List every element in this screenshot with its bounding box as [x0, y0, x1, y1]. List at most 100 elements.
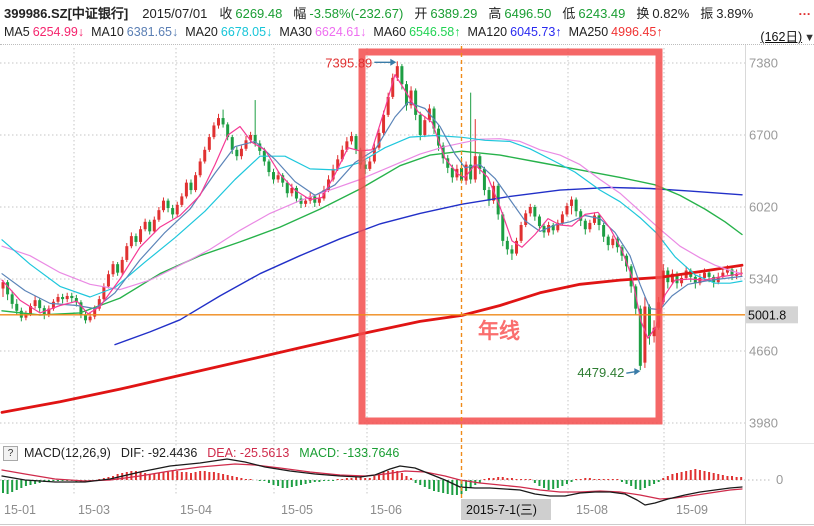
- low-arrow-head: [634, 368, 641, 376]
- candle-body: [194, 175, 198, 191]
- candle-body: [267, 161, 271, 173]
- peak-arrow-head: [390, 58, 397, 66]
- y-tick-label: 7380: [749, 56, 778, 71]
- candle-body: [139, 229, 143, 242]
- ma-values: MA5 6254.99↓ MA10 6381.65↓ MA20 6678.05↓ MA30 6…: [4, 25, 670, 39]
- crosshair-price-label: 5001.8: [748, 308, 786, 322]
- candle-body: [588, 222, 592, 230]
- macd-indicator-bar: ? MACD(12,26,9) DIF: -92.4436 DEA: -25.5613…: [0, 446, 760, 462]
- candle-body: [317, 198, 321, 203]
- ma-item: MA20 6678.05↓: [185, 25, 273, 39]
- candle-body: [212, 125, 216, 138]
- quote-field: 换 0.82%: [636, 6, 690, 21]
- ma120-line: [114, 186, 743, 346]
- candle-body: [308, 196, 312, 201]
- candle-body: [560, 214, 564, 223]
- candle-body: [354, 136, 358, 150]
- candle-body: [661, 270, 665, 303]
- candle-body: [597, 215, 601, 225]
- candle-body: [418, 114, 422, 135]
- quote-field: 高 6496.50: [488, 6, 552, 21]
- candle-body: [152, 219, 156, 232]
- quote-field: 振 3.89%: [700, 6, 754, 21]
- candle-body: [15, 303, 19, 311]
- candle-body: [556, 222, 560, 231]
- low-price-label: 4479.42: [577, 365, 624, 380]
- candle-body: [680, 277, 684, 284]
- candle-body: [253, 135, 257, 144]
- candle-body: [551, 225, 555, 231]
- candle-body: [501, 214, 505, 241]
- candle-body: [707, 272, 711, 277]
- peak-price-label: 7395.89: [325, 55, 372, 70]
- candle-body: [276, 175, 280, 180]
- candle-body: [524, 213, 528, 225]
- candle-body: [450, 167, 454, 178]
- candle-body: [24, 313, 28, 318]
- quote-field: 开 6389.29: [414, 6, 478, 21]
- candle-body: [148, 221, 152, 232]
- y-tick-label: 5340: [749, 272, 778, 287]
- candle-body: [336, 159, 340, 169]
- help-icon[interactable]: ?: [3, 446, 18, 461]
- candle-body: [56, 297, 60, 302]
- more-indicator[interactable]: …: [798, 3, 812, 18]
- candle-body: [565, 205, 569, 215]
- candle-body: [414, 90, 418, 115]
- candle-body: [221, 118, 225, 125]
- quote-header-bar: 399986.SZ[中证银行] 2015/07/01 收 6269.48 幅 -3.58%…: [0, 3, 814, 23]
- candle-body: [703, 272, 707, 278]
- y-tick-label: 4660: [749, 344, 778, 359]
- candle-body: [382, 114, 386, 133]
- candle-body: [129, 236, 133, 247]
- candle-body: [180, 196, 184, 205]
- ma60-line: [1, 150, 743, 316]
- candle-body: [611, 238, 615, 246]
- candle-body: [189, 182, 193, 191]
- candle-body: [505, 240, 509, 250]
- candle-body: [579, 211, 583, 221]
- candle-body: [161, 200, 165, 211]
- candle-body: [198, 161, 202, 176]
- candle-body: [249, 135, 253, 141]
- candle-body: [583, 220, 587, 230]
- range-label: (162日): [760, 30, 803, 44]
- macd-values: DIF: -92.4436 DEA: -25.5613 MACD: -133.764…: [121, 446, 410, 460]
- candle-body: [643, 306, 647, 363]
- range-selector[interactable]: (162日) ▼: [760, 26, 814, 45]
- candle-body: [533, 207, 537, 217]
- macd-value: DEA: -25.5613: [207, 446, 290, 460]
- candle-body: [574, 199, 578, 212]
- candle-body: [285, 182, 289, 194]
- candle-body: [496, 185, 500, 215]
- dif-line: [1, 458, 743, 506]
- candle-body: [446, 158, 450, 168]
- candle-body: [29, 306, 33, 314]
- candle-body: [184, 182, 188, 197]
- candle-body: [629, 266, 633, 287]
- candle-body: [510, 249, 514, 254]
- candle-body: [675, 273, 679, 284]
- y-tick-label: 6700: [749, 128, 778, 143]
- candle-body: [120, 259, 124, 273]
- ma-item: MA10 6381.65↓: [91, 25, 179, 39]
- candle-body: [400, 66, 404, 85]
- dea-line: [1, 463, 743, 500]
- candle-body: [111, 264, 115, 275]
- quote-fields: 收 6269.48 幅 -3.58%(-232.67) 开 6389.29 高 6496.50…: [219, 3, 764, 22]
- candle-body: [721, 272, 725, 277]
- highlight-rect: [358, 48, 663, 425]
- candle-body: [547, 225, 551, 233]
- candle-body: [116, 264, 120, 273]
- candle-body: [70, 295, 74, 299]
- ma-item: MA5 6254.99↓: [4, 25, 85, 39]
- candle-body: [88, 316, 92, 321]
- candle-body: [281, 175, 285, 183]
- candle-body: [102, 286, 106, 300]
- x-date-label: 15-05: [281, 503, 313, 517]
- candle-body: [492, 185, 496, 201]
- candle-body: [606, 236, 610, 246]
- candle-body: [647, 306, 651, 337]
